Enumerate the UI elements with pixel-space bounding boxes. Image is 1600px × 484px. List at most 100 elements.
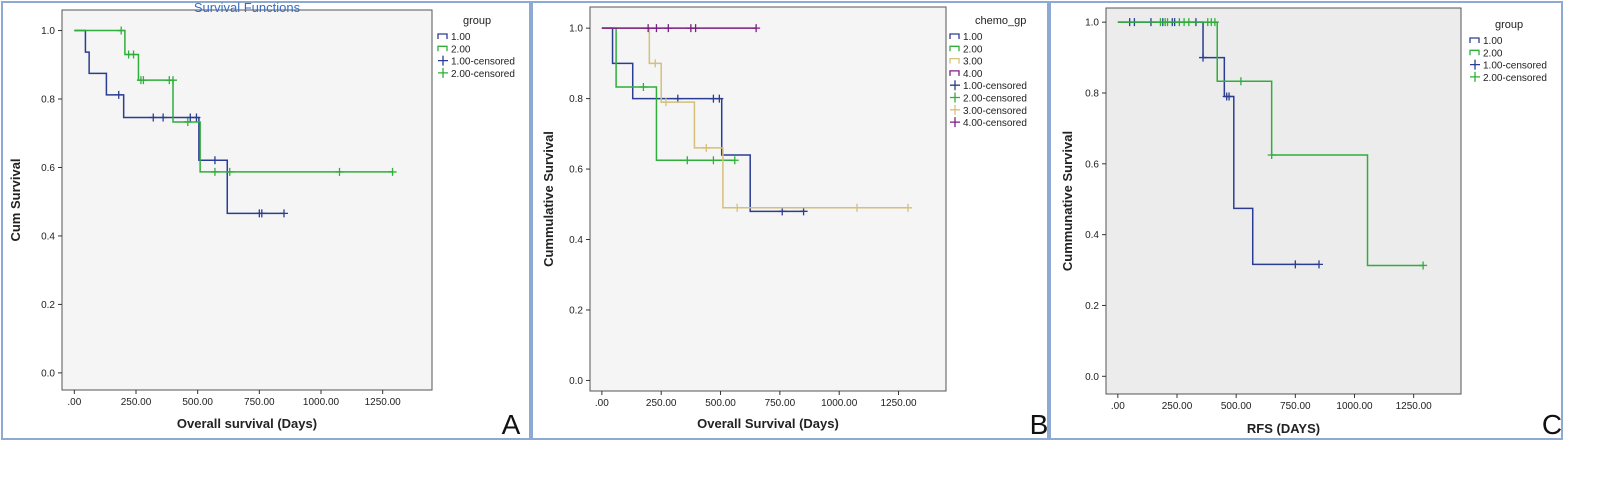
legend-title: chemo_gp [975,15,1026,27]
y-tick-label: 0.0 [41,368,55,379]
censor-mark [661,98,670,107]
censor-mark [651,59,660,68]
legend-label: 4.00 [963,69,983,80]
y-tick-label: 0.2 [41,300,55,311]
series-4.00 [601,24,761,33]
legend-swatch [950,80,960,91]
censor-mark [715,94,724,103]
plot-area [1105,7,1462,395]
x-tick-label: 500.00 [182,397,213,408]
censor-mark [1184,18,1193,27]
panel-letter: C [1542,409,1562,440]
y-tick-label: 1.0 [569,24,583,35]
censor-mark [733,203,742,212]
legend-swatch [950,104,960,115]
y-tick-label: 0.0 [1085,372,1099,383]
y-axis-label: Cummulative Survival [541,131,556,267]
legend-swatch [1470,59,1480,70]
y-tick-label: 0.8 [1085,88,1099,99]
legend-swatch [950,92,960,103]
legend-swatch [1469,37,1480,43]
y-tick-label: 1.0 [1085,18,1099,29]
censor-mark [335,167,344,176]
y-tick-label: 0.4 [1085,230,1099,241]
x-tick-label: 250.00 [121,397,152,408]
legend-swatch [438,67,448,78]
panel-letter: B [1030,409,1049,440]
x-tick-label: 1000.00 [1336,401,1373,412]
y-tick-label: 0.6 [569,165,583,176]
legend-label: 2.00-censored [963,94,1027,105]
x-tick-label: 750.00 [765,398,796,409]
censor-mark [280,209,288,218]
y-tick-label: 0.4 [41,231,55,242]
y-tick-label: 1.0 [41,26,55,37]
x-tick-label: 750.00 [244,397,275,408]
legend-label: 4.00-censored [963,118,1027,129]
legend-swatch [1470,71,1480,82]
censor-mark [169,76,177,85]
censor-mark [129,50,138,59]
legend-swatch [438,55,448,66]
censor-mark [639,82,648,91]
censor-mark [225,167,234,176]
legend-label: 3.00 [963,57,983,68]
x-axis-label: Overall Survival (Days) [697,416,839,431]
legend-swatch [950,117,960,128]
x-tick-label: 500.00 [1221,401,1252,412]
x-tick-label: .00 [67,397,81,408]
legend-label: 1.00 [1483,36,1503,47]
legend-title: group [1495,19,1523,31]
legend-label: 2.00 [963,44,983,55]
censor-mark [114,90,123,99]
censor-mark [1419,261,1428,270]
x-tick-label: .00 [1111,401,1125,412]
y-axis-label: Cummunative Survival [1060,131,1075,271]
legend-label: 2.00-censored [451,69,515,80]
x-axis-label: RFS (DAYS) [1247,421,1320,436]
panel-a: Survival Functions 0.0 0.2 0.4 0.6 0.8 1.0 .00 2… [1,0,531,440]
x-tick-label: .00 [595,398,609,409]
x-tick-label: 500.00 [705,398,736,409]
y-tick-label: 0.2 [1085,301,1099,312]
censor-mark [210,156,219,165]
legend-label: 1.00 [963,32,983,43]
survival-curve [1117,21,1424,267]
y-tick-label: 0.2 [569,305,583,316]
legend-label: 1.00-censored [451,57,515,68]
y-tick-label: 0.6 [41,163,55,174]
legend-label: 1.00 [451,32,471,43]
panel-b: 0.0 0.2 0.4 0.6 0.8 1.0 .00 250.00 500.00 750.00 1… [531,1,1049,440]
series-1.00 [74,29,288,218]
x-tick-label: 1250.00 [365,397,402,408]
x-tick-label: 750.00 [1280,401,1311,412]
series-2.00 [1117,18,1428,270]
censor-mark [1199,53,1208,62]
y-tick-label: 0.8 [41,95,55,106]
legend-label: 3.00-censored [963,106,1027,117]
censor-mark [652,24,661,33]
censor-mark [210,167,219,176]
censor-mark [149,113,158,122]
censor-mark [388,167,397,176]
legend-label: 2.00 [1483,48,1503,59]
y-tick-label: 0.8 [569,94,583,105]
censor-mark [904,203,913,212]
x-tick-label: 250.00 [1162,401,1193,412]
legend-swatch [949,33,960,39]
censor-mark [1236,77,1245,86]
censor-mark [730,156,739,165]
legend-swatch [949,70,960,76]
censor-mark [799,207,808,216]
chart-title: Survival Functions [194,0,301,15]
legend-swatch [437,33,448,39]
legend-swatch [437,45,448,52]
legend-title: group [463,15,491,27]
survival-curve [74,29,393,173]
censor-mark [183,117,192,126]
x-tick-label: 1250.00 [1396,401,1433,412]
censor-mark [139,76,148,85]
censor-mark [673,94,682,103]
